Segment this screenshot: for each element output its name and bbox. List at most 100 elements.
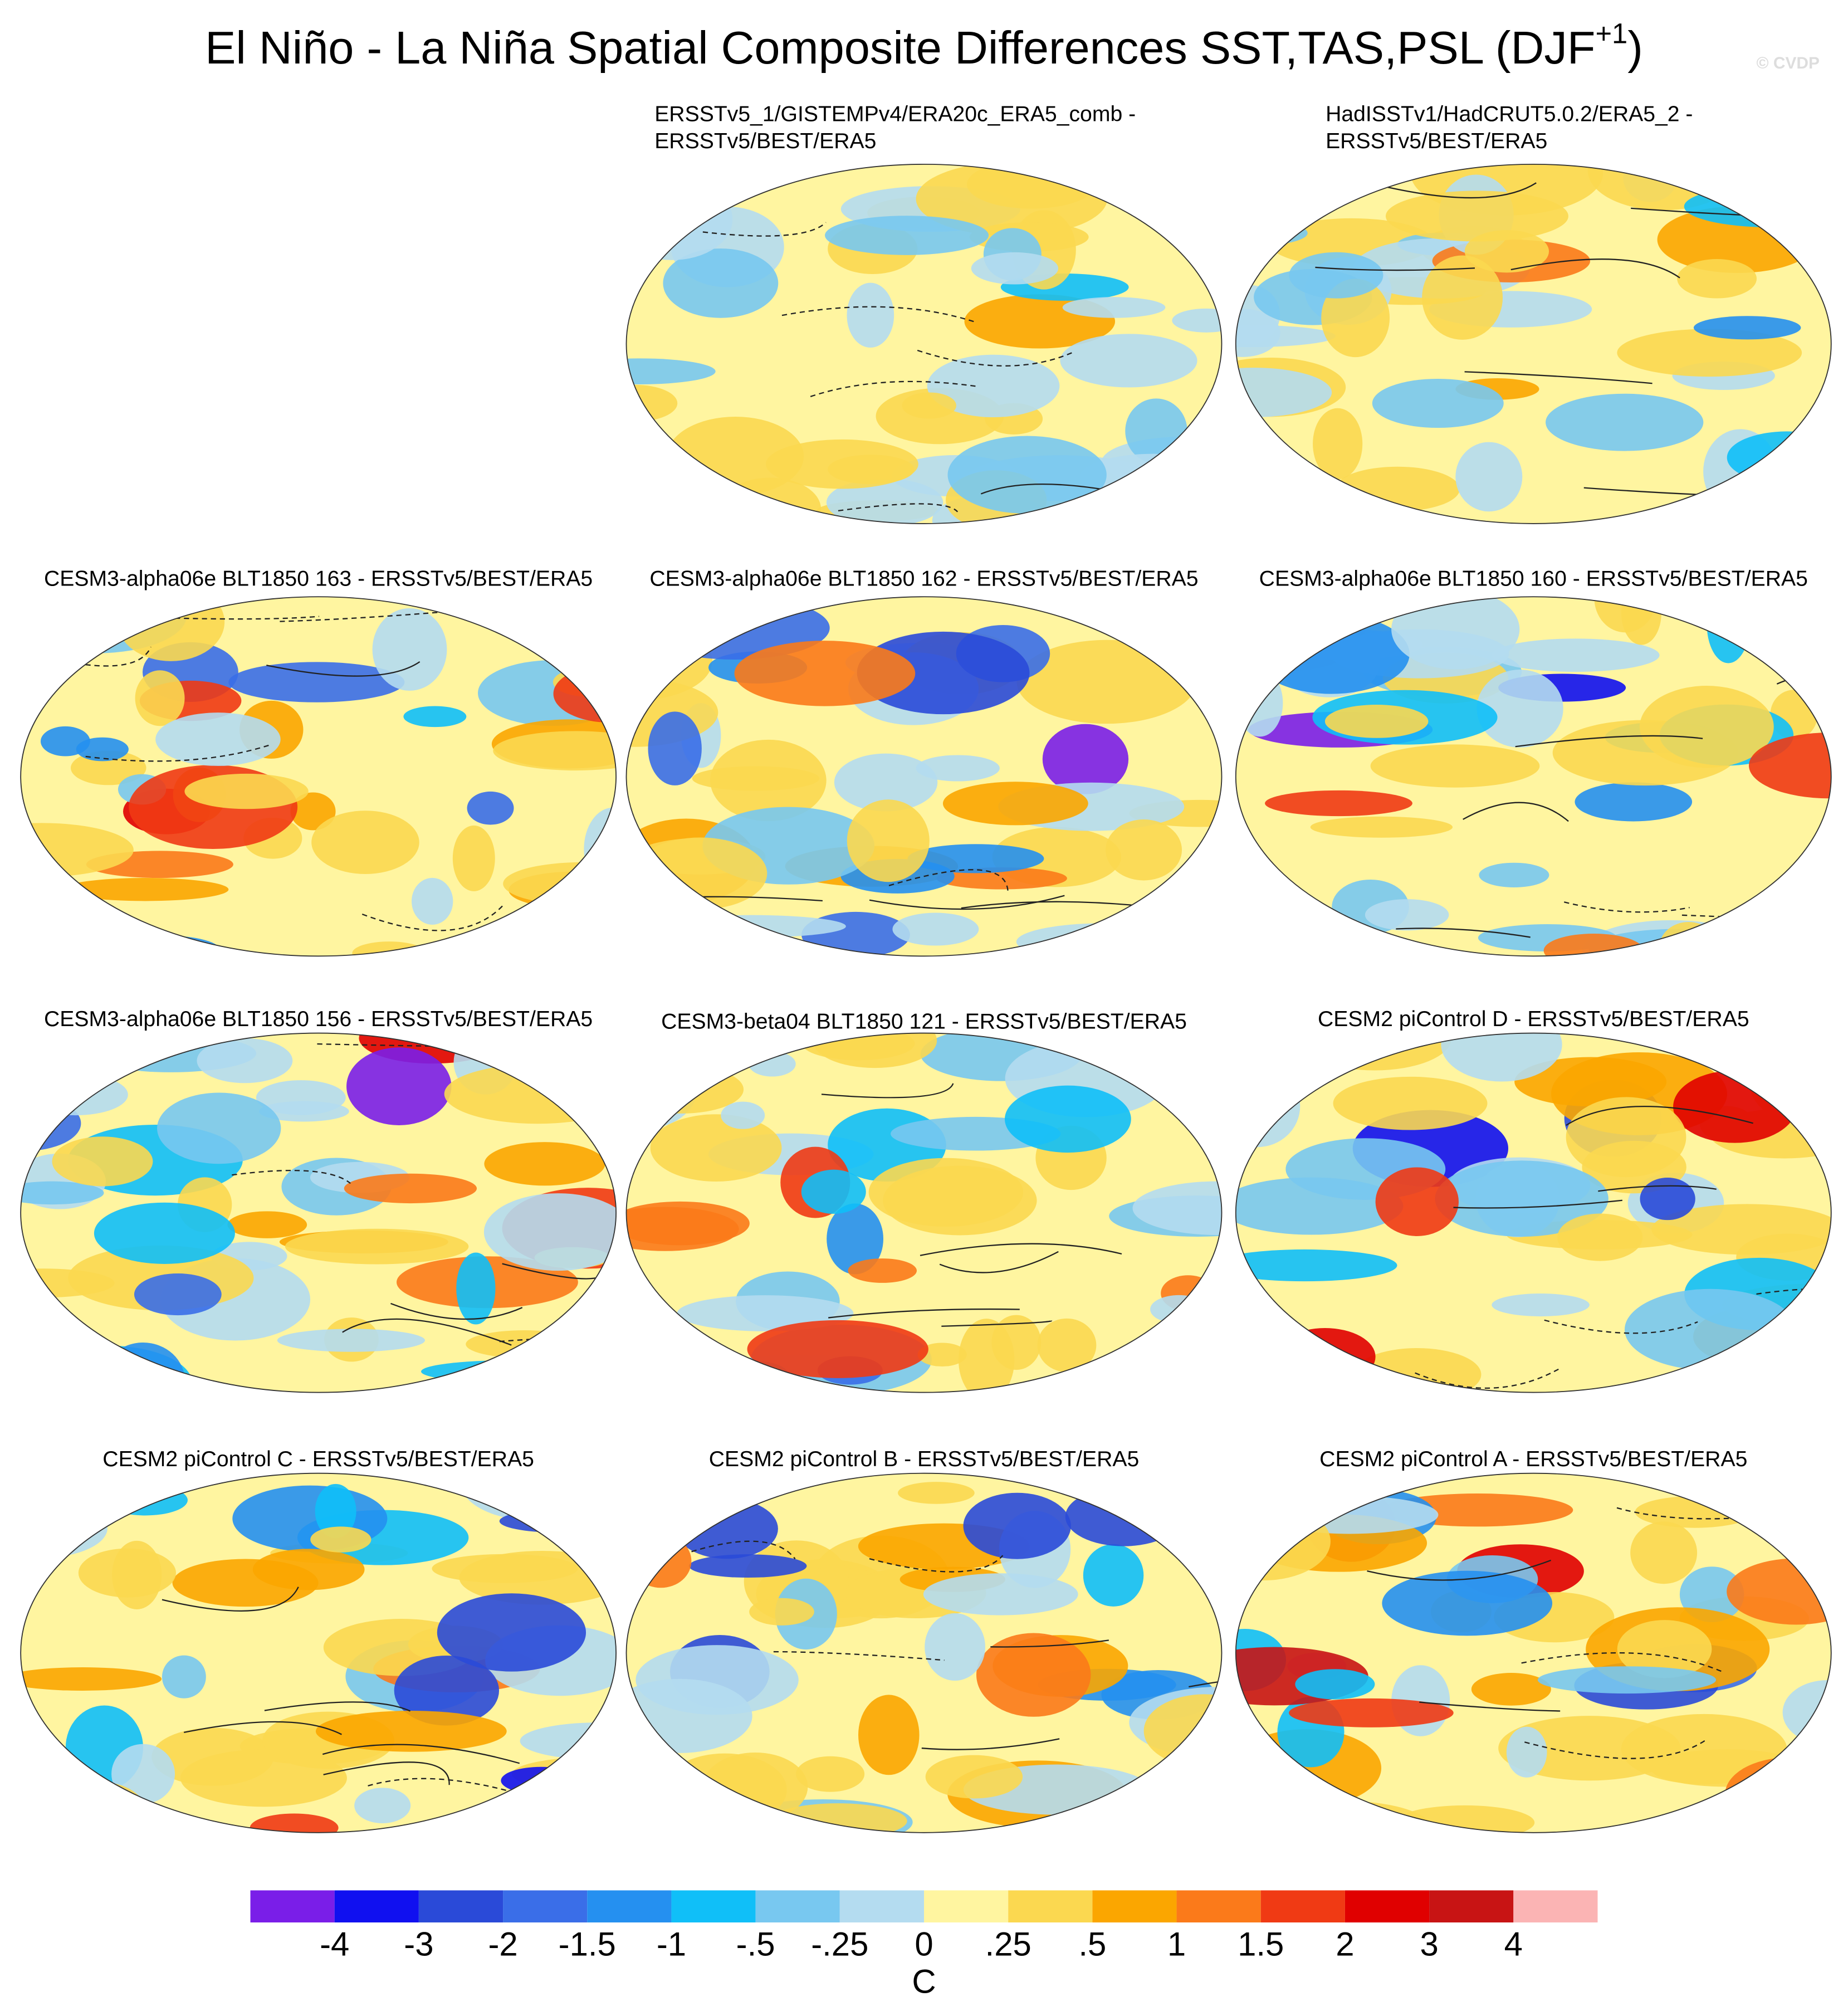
anomaly-region (834, 753, 938, 812)
anomaly-region (501, 1766, 581, 1795)
anomaly-region (721, 1101, 765, 1129)
anomaly-region (52, 1136, 153, 1187)
anomaly-region (626, 384, 678, 422)
anomaly-region (1693, 316, 1801, 340)
anomaly-region (344, 1173, 477, 1204)
anomaly-region (658, 915, 846, 938)
pressure-contour (1415, 1368, 1560, 1389)
colorbar-tick-label: -.5 (736, 1926, 775, 1963)
anomaly-region (1635, 1496, 1755, 1528)
colorbar-box (1008, 1890, 1093, 1923)
anomaly-region (290, 792, 336, 831)
figure-title: El Niño - La Niña Spatial Composite Diff… (205, 18, 1643, 74)
colorbar-tick-label: .5 (1078, 1926, 1106, 1963)
anomaly-region (1042, 724, 1129, 794)
anomaly-region (1148, 1473, 1219, 1516)
anomaly-region (848, 1258, 917, 1283)
pressure-contour (322, 1744, 520, 1764)
title-superscript: +1 (1595, 18, 1627, 50)
anomaly-region (1083, 1544, 1144, 1607)
anomaly-region (1016, 923, 1194, 956)
anomaly-region (1172, 308, 1222, 333)
pressure-contour (1510, 258, 1680, 279)
colorbar-box (839, 1890, 924, 1923)
anomaly-region (1235, 1249, 1397, 1282)
anomaly-region (749, 1598, 814, 1626)
panel-title: CESM3-alpha06e BLT1850 160 - ERSSTv5/BES… (1259, 567, 1808, 591)
anomaly-region (285, 1228, 469, 1265)
anomaly-region (1106, 819, 1182, 881)
anomaly-region (1150, 1295, 1208, 1324)
anomaly-region (585, 597, 617, 631)
anomaly-region (1727, 431, 1831, 484)
anomaly-region (315, 1710, 507, 1752)
anomaly-region (1566, 1097, 1686, 1178)
anomaly-region (1673, 1070, 1797, 1143)
pressure-contour (1563, 901, 1690, 913)
colorbar-box (418, 1890, 503, 1923)
anomaly-region (1060, 334, 1197, 388)
anomaly-region (250, 1813, 339, 1833)
anomaly-region (892, 912, 979, 946)
pressure-contour (390, 1302, 523, 1320)
anomaly-region (1067, 498, 1148, 524)
anomaly-region (1265, 790, 1412, 817)
colorbar-box (334, 1890, 419, 1923)
anomaly-region (1235, 1502, 1331, 1581)
anomaly-region (1617, 1620, 1712, 1678)
pressure-contour (183, 1721, 342, 1735)
anomaly-region (1375, 1167, 1459, 1236)
anomaly-region (394, 1655, 500, 1726)
anomaly-region (626, 1036, 700, 1065)
anomaly-region (1310, 816, 1453, 838)
panel-title: CESM3-alpha06e BLT1850 162 - ERSSTv5/BES… (649, 567, 1198, 591)
panel-title: CESM3-alpha06e BLT1850 156 - ERSSTv5/BES… (44, 1007, 593, 1031)
anomaly-region (796, 1756, 865, 1792)
anomaly-region (857, 631, 1030, 715)
anomaly-region (650, 1114, 782, 1182)
pressure-contour (266, 661, 421, 677)
anomaly-region (1435, 1160, 1609, 1237)
anomaly-region (483, 1193, 617, 1271)
map-panel (1235, 1473, 1831, 1833)
map-outline (1235, 596, 1832, 957)
anomaly-region (1546, 393, 1704, 451)
map-panel (21, 1033, 617, 1393)
anomaly-region (976, 1633, 1091, 1717)
pressure-contour (1463, 802, 1569, 822)
map-panel (1235, 1033, 1831, 1393)
panel-title: CESM2 piControl B - ERSSTv5/BEST/ERA5 (709, 1447, 1140, 1471)
panel-title: CESM2 piControl A - ERSSTv5/BEST/ERA5 (1319, 1447, 1747, 1471)
pressure-contour (939, 1251, 1059, 1273)
pressure-contour (920, 1243, 1122, 1256)
anomaly-region (1313, 408, 1363, 480)
pressure-contour (1776, 666, 1831, 685)
anomaly-region (947, 436, 1107, 514)
anomaly-region (734, 641, 916, 706)
anomaly-region (493, 731, 617, 771)
pressure-contour (1681, 914, 1831, 926)
anomaly-region (1005, 1085, 1131, 1153)
colorbar-box (1429, 1890, 1514, 1923)
anomaly-region (57, 1782, 150, 1833)
map-panel (21, 597, 617, 956)
anomaly-region (917, 1343, 967, 1366)
anomaly-region (766, 439, 918, 489)
map-outline (1235, 1472, 1832, 1833)
anomaly-region (633, 837, 767, 910)
anomaly-region (1289, 1698, 1454, 1727)
anomaly-region (411, 877, 453, 925)
anomaly-region (626, 358, 716, 384)
map-panel (1235, 164, 1831, 524)
pressure-contour (781, 306, 975, 323)
watermark: © CVDP (1756, 54, 1820, 72)
anomaly-region (858, 1695, 920, 1775)
anomaly-region (117, 597, 225, 661)
colorbar-tick-label: 1.5 (1238, 1926, 1284, 1963)
anomaly-region (827, 1203, 884, 1275)
map-outline (20, 1032, 617, 1393)
anomaly-region (923, 1573, 1078, 1615)
anomaly-region (971, 252, 1059, 285)
anomaly-region (1235, 1177, 1404, 1235)
